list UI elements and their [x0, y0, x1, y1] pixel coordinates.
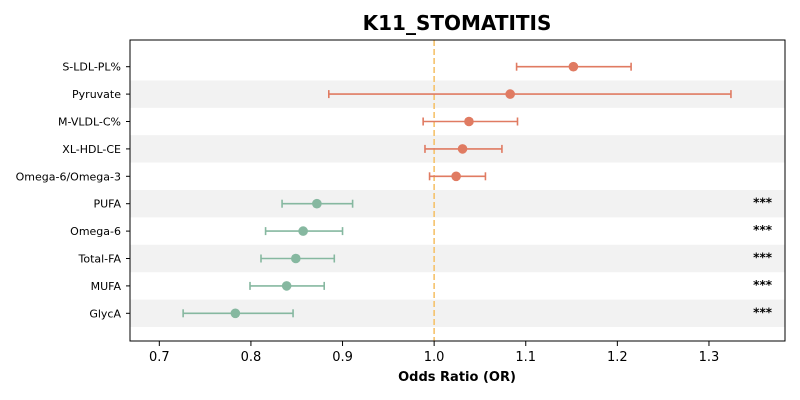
row-shade — [130, 244, 785, 273]
significance-marker: *** — [753, 305, 773, 319]
x-tick-label: 1.2 — [607, 350, 628, 365]
plot-frame — [129, 39, 786, 342]
y-tick-label: Pyruvate — [72, 88, 121, 101]
y-tick-label: PUFA — [93, 198, 121, 211]
or-point — [291, 253, 301, 264]
or-point — [457, 144, 468, 154]
row-shade — [130, 190, 785, 218]
y-tick-label: M-VLDL-C% — [58, 116, 121, 129]
plot-area: S-LDL-PL% Pyruvate M-VLDL-C% XL-HDL-CE Omega… — [16, 39, 786, 365]
chart-title: K11_STOMATITIS — [363, 11, 552, 35]
or-point — [312, 198, 322, 209]
y-tick-label: Omega-6/Omega-3 — [16, 170, 121, 183]
x-tick-label: 1.0 — [424, 350, 445, 365]
y-tick-label: Omega-6 — [70, 225, 121, 238]
y-tick-label: MUFA — [91, 280, 122, 293]
or-point — [281, 281, 292, 291]
or-point — [451, 171, 461, 182]
x-tick-label: 0.8 — [241, 350, 262, 365]
or-point — [505, 89, 515, 99]
y-tick-label: Total-FA — [77, 253, 121, 266]
y-tick-label: GlycA — [89, 307, 121, 320]
or-point — [230, 308, 241, 319]
significance-marker: *** — [753, 251, 773, 265]
x-tick-label: 1.3 — [699, 350, 720, 365]
significance-marker: *** — [753, 196, 773, 210]
or-point — [568, 61, 579, 72]
or-point — [464, 116, 474, 127]
significance-marker: *** — [753, 223, 773, 237]
x-tick-label: 1.1 — [515, 350, 536, 365]
x-tick-label: 0.9 — [332, 350, 353, 365]
significance-marker: *** — [753, 278, 773, 292]
x-axis-label: Odds Ratio (OR) — [398, 370, 516, 385]
x-tick-label: 0.7 — [149, 350, 170, 365]
or-point — [298, 226, 308, 236]
y-tick-label: XL-HDL-CE — [62, 143, 121, 156]
y-tick-label: S-LDL-PL% — [62, 61, 121, 74]
